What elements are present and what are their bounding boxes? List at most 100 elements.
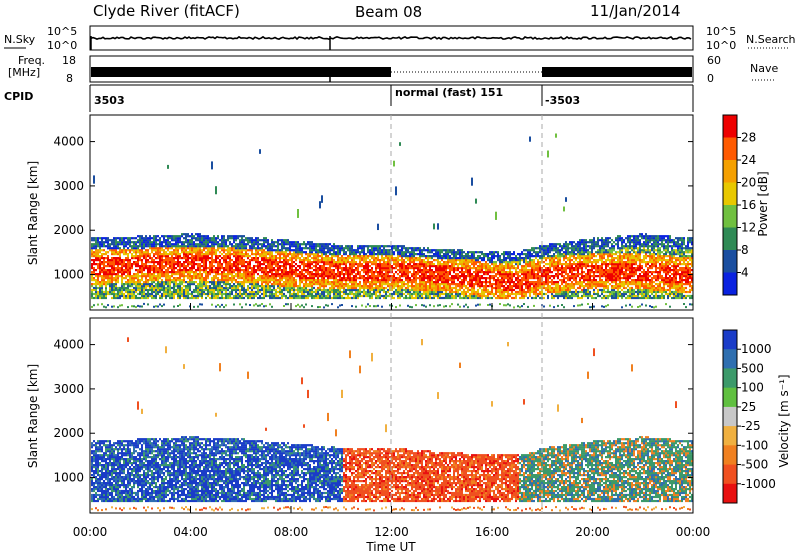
data-cell xyxy=(279,286,281,290)
data-cell xyxy=(193,277,195,280)
data-cell xyxy=(471,261,473,264)
data-cell xyxy=(153,243,155,246)
data-cell xyxy=(239,285,241,288)
data-cell xyxy=(227,263,229,266)
data-cell xyxy=(381,251,383,254)
data-cell xyxy=(433,259,435,262)
data-cell xyxy=(299,267,301,270)
data-cell xyxy=(99,241,101,244)
data-cell xyxy=(381,267,383,270)
data-cell xyxy=(257,281,259,284)
data-cell xyxy=(373,251,375,254)
data-cell xyxy=(285,269,287,272)
data-cell xyxy=(453,283,455,286)
data-cell xyxy=(143,273,145,276)
data-cell xyxy=(171,263,173,266)
data-cell xyxy=(429,257,431,260)
data-cell xyxy=(113,273,115,276)
data-cell xyxy=(289,294,291,298)
data-cell xyxy=(213,237,215,240)
data-cell xyxy=(239,281,241,284)
data-cell xyxy=(101,290,103,294)
data-cell xyxy=(309,241,311,244)
data-cell xyxy=(435,277,437,280)
data-cell xyxy=(171,259,173,262)
data-cell xyxy=(213,279,215,282)
data-cell xyxy=(489,275,491,278)
data-cell xyxy=(495,292,497,296)
data-cell xyxy=(219,283,221,286)
data-cell xyxy=(233,249,235,252)
data-cell xyxy=(471,292,473,296)
data-cell xyxy=(235,292,237,296)
data-cell xyxy=(121,243,123,246)
data-cell xyxy=(225,241,227,244)
data-cell xyxy=(159,281,161,284)
data-cell xyxy=(139,249,141,252)
data-cell xyxy=(361,265,363,268)
data-cell xyxy=(149,245,151,248)
data-cell xyxy=(243,253,245,256)
data-cell xyxy=(191,237,193,240)
data-cell xyxy=(303,288,305,292)
data-cell xyxy=(175,245,177,248)
data-cell xyxy=(277,273,279,276)
data-cell xyxy=(223,259,225,262)
data-cell xyxy=(445,286,447,290)
data-cell xyxy=(329,259,331,262)
data-cell xyxy=(441,269,443,272)
ground-cell xyxy=(411,306,413,309)
data-cell xyxy=(217,281,219,284)
data-cell xyxy=(199,290,201,294)
data-cell xyxy=(117,261,119,264)
data-cell xyxy=(185,286,187,290)
data-cell xyxy=(237,269,239,272)
data-cell xyxy=(211,288,213,292)
data-cell xyxy=(287,283,289,286)
data-cell xyxy=(367,273,369,276)
data-cell xyxy=(425,265,427,268)
data-cell xyxy=(147,243,149,246)
data-cell xyxy=(181,292,183,296)
data-cell xyxy=(383,259,385,262)
data-cell xyxy=(133,237,135,240)
data-cell xyxy=(319,243,321,246)
data-cell xyxy=(177,243,179,246)
data-cell xyxy=(379,245,381,248)
data-cell xyxy=(217,263,219,266)
data-cell xyxy=(105,277,107,280)
data-cell xyxy=(195,277,197,280)
data-cell xyxy=(155,257,157,260)
data-cell xyxy=(413,267,415,270)
data-cell xyxy=(389,267,391,270)
data-cell xyxy=(109,243,111,246)
data-cell xyxy=(159,263,161,266)
data-cell xyxy=(193,245,195,248)
data-cell xyxy=(421,279,423,282)
data-cell xyxy=(325,267,327,270)
data-cell xyxy=(371,288,373,292)
data-cell xyxy=(109,273,111,276)
data-cell xyxy=(173,277,175,280)
data-cell xyxy=(335,281,337,284)
data-cell xyxy=(415,249,417,252)
data-cell xyxy=(127,241,129,244)
data-cell xyxy=(249,277,251,280)
data-cell xyxy=(371,247,373,250)
data-cell xyxy=(315,269,317,272)
data-cell xyxy=(455,285,457,288)
data-cell xyxy=(365,253,367,256)
data-cell xyxy=(227,253,229,256)
data-cell xyxy=(91,290,93,294)
data-cell xyxy=(115,267,117,270)
data-cell xyxy=(459,271,461,274)
data-cell xyxy=(209,253,211,256)
data-cell xyxy=(215,249,217,252)
data-cell xyxy=(199,283,201,286)
data-cell xyxy=(379,286,381,290)
data-cell xyxy=(219,290,221,294)
data-cell xyxy=(117,279,119,282)
data-cell xyxy=(479,265,481,268)
data-cell xyxy=(277,290,279,294)
data-cell xyxy=(393,257,395,260)
